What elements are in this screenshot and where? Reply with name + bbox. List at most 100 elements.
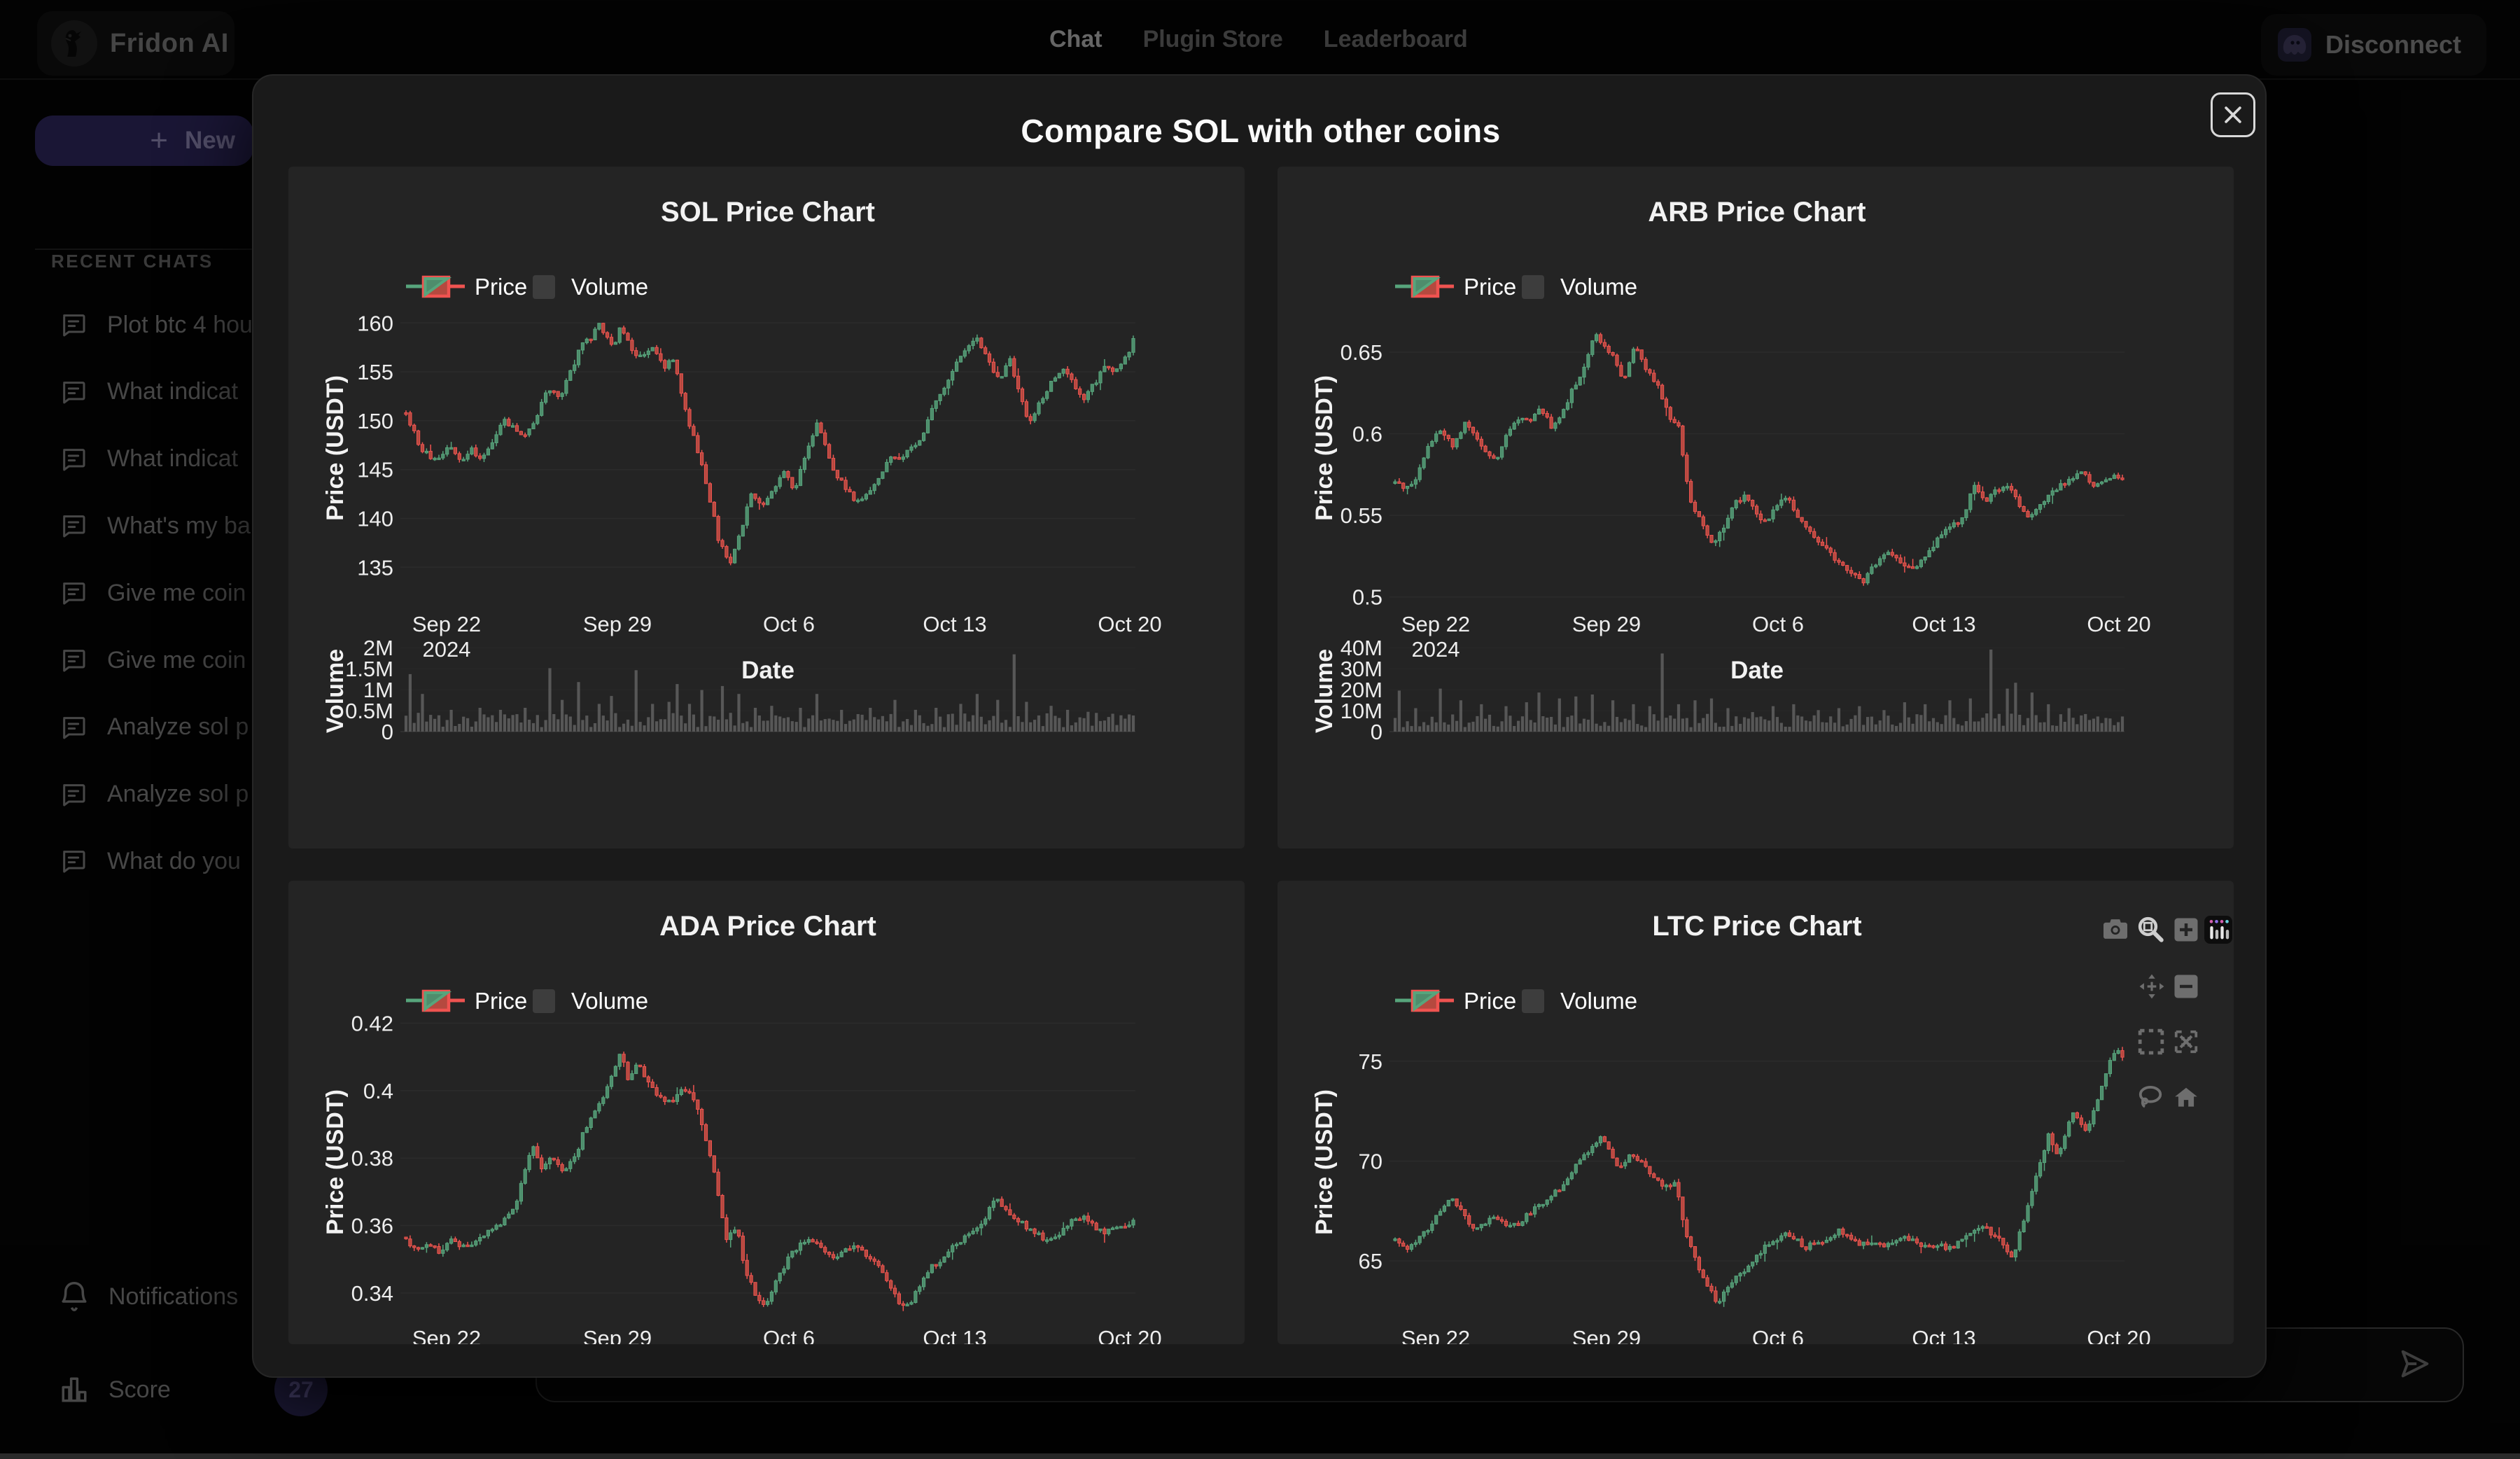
price-chart-arb: ARB Price Chart Price Volume 0.65 0.6 0.55 0.5… <box>1311 197 2151 744</box>
svg-text:Sep 22: Sep 22 <box>1401 1326 1470 1344</box>
legend-item-volume[interactable]: Volume <box>533 274 648 300</box>
svg-text:Price: Price <box>475 274 527 300</box>
svg-text:Price: Price <box>475 988 527 1014</box>
svg-text:140: 140 <box>357 507 393 531</box>
svg-text:0.42: 0.42 <box>351 1012 393 1036</box>
svg-text:0: 0 <box>382 720 393 744</box>
svg-text:Oct 20: Oct 20 <box>2087 612 2150 636</box>
svg-text:1M: 1M <box>363 678 393 702</box>
svg-text:Oct 13: Oct 13 <box>1912 1326 1975 1344</box>
svg-text:30M: 30M <box>1340 657 1382 681</box>
box-select-icon[interactable] <box>2138 1028 2164 1059</box>
svg-text:Volume: Volume <box>571 988 648 1014</box>
svg-text:Price: Price <box>1464 274 1516 300</box>
chart-panel-ada: ADA Price Chart Price Volume 0.42 0.4 0.38 0.3… <box>288 881 1245 1344</box>
svg-text:145: 145 <box>357 458 393 482</box>
svg-text:Oct 6: Oct 6 <box>763 612 815 636</box>
chart-title: SOL Price Chart <box>661 197 875 228</box>
svg-text:Oct 20: Oct 20 <box>1098 612 1161 636</box>
svg-text:160: 160 <box>357 311 393 335</box>
legend-item-volume[interactable]: Volume <box>1522 988 1637 1014</box>
svg-text:2024: 2024 <box>1412 637 1460 662</box>
svg-text:Sep 22: Sep 22 <box>412 612 481 636</box>
svg-text:65: 65 <box>1359 1249 1382 1273</box>
svg-text:Volume: Volume <box>1560 988 1637 1014</box>
svg-text:Sep 22: Sep 22 <box>412 1326 481 1344</box>
legend-item-price[interactable]: Price <box>1395 274 1516 300</box>
svg-text:Oct 6: Oct 6 <box>1752 612 1804 636</box>
legend-item-price[interactable]: Price <box>406 274 527 300</box>
close-icon <box>2225 106 2241 123</box>
plotly-logo-icon[interactable] <box>2204 916 2232 947</box>
lasso-icon[interactable] <box>2137 1084 2164 1115</box>
legend-item-price[interactable]: Price <box>406 988 527 1014</box>
chart-title: LTC Price Chart <box>1652 911 1861 942</box>
svg-text:0.6: 0.6 <box>1352 422 1382 447</box>
svg-text:Price (USDT): Price (USDT) <box>1311 1089 1338 1235</box>
chart-title: ADA Price Chart <box>659 911 876 942</box>
svg-text:0.4: 0.4 <box>363 1079 393 1103</box>
svg-text:Oct 6: Oct 6 <box>763 1326 815 1344</box>
svg-text:Oct 13: Oct 13 <box>923 612 986 636</box>
svg-text:Volume: Volume <box>322 649 349 733</box>
svg-text:Oct 6: Oct 6 <box>1752 1326 1804 1344</box>
svg-text:0.55: 0.55 <box>1340 503 1382 528</box>
svg-text:75: 75 <box>1359 1049 1382 1074</box>
autoscale-icon[interactable] <box>2173 1028 2199 1059</box>
svg-text:135: 135 <box>357 555 393 580</box>
reset-home-icon[interactable] <box>2173 1084 2199 1115</box>
svg-text:10M: 10M <box>1340 699 1382 723</box>
svg-text:Sep 22: Sep 22 <box>1401 612 1470 636</box>
chart-panel-arb: ARB Price Chart Price Volume 0.65 0.6 0.55 0.5… <box>1278 167 2234 849</box>
svg-text:40M: 40M <box>1340 636 1382 660</box>
svg-text:150: 150 <box>357 409 393 433</box>
svg-text:Price (USDT): Price (USDT) <box>322 375 349 521</box>
svg-text:Sep 29: Sep 29 <box>583 1326 652 1344</box>
compare-coins-modal: Compare SOL with other coins SOL Price C… <box>252 74 2267 1378</box>
svg-text:20M: 20M <box>1340 678 1382 702</box>
svg-text:0: 0 <box>1371 720 1382 744</box>
svg-text:Volume: Volume <box>1311 649 1338 733</box>
camera-icon[interactable] <box>2102 917 2129 944</box>
svg-text:0.5M: 0.5M <box>345 699 393 723</box>
svg-text:Oct 20: Oct 20 <box>2087 1326 2150 1344</box>
svg-text:Sep 29: Sep 29 <box>1572 612 1641 636</box>
svg-text:Price (USDT): Price (USDT) <box>322 1089 349 1235</box>
svg-text:0.38: 0.38 <box>351 1146 393 1171</box>
chart-panel-sol: SOL Price Chart Price Volume 160 155 150 145 14… <box>288 167 1245 849</box>
close-button[interactable] <box>2211 92 2255 137</box>
svg-text:Date: Date <box>741 657 794 684</box>
legend-item-price[interactable]: Price <box>1395 988 1516 1014</box>
svg-text:Price (USDT): Price (USDT) <box>1311 375 1338 521</box>
modal-title: Compare SOL with other coins <box>1021 113 1501 149</box>
svg-text:2024: 2024 <box>423 637 471 662</box>
svg-text:Oct 13: Oct 13 <box>923 1326 986 1344</box>
chart-panel-ltc: LTC Price ChartPriceVolume757065VolumeSe… <box>1278 881 2234 1344</box>
svg-text:70: 70 <box>1359 1149 1382 1173</box>
svg-text:0.65: 0.65 <box>1340 340 1382 365</box>
svg-text:2M: 2M <box>363 636 393 660</box>
price-chart-sol: SOL Price Chart Price Volume 160 155 150 145 14… <box>322 197 1162 744</box>
legend-item-volume[interactable]: Volume <box>533 988 648 1014</box>
svg-text:Sep 29: Sep 29 <box>583 612 652 636</box>
svg-text:1.5M: 1.5M <box>345 657 393 681</box>
svg-text:155: 155 <box>357 360 393 384</box>
zoom-in-icon[interactable] <box>2174 917 2199 946</box>
svg-text:Date: Date <box>1730 657 1784 684</box>
svg-text:Price: Price <box>1464 988 1516 1014</box>
pan-icon[interactable] <box>2138 973 2165 1003</box>
plotly-modebar <box>1278 881 2234 1344</box>
legend-item-volume[interactable]: Volume <box>1522 274 1637 300</box>
svg-text:Oct 20: Oct 20 <box>1098 1326 1161 1344</box>
chart-title: ARB Price Chart <box>1648 197 1865 228</box>
zoom-icon[interactable] <box>2136 914 2165 947</box>
svg-text:Oct 13: Oct 13 <box>1912 612 1975 636</box>
svg-text:Volume: Volume <box>1560 274 1637 300</box>
svg-text:0.34: 0.34 <box>351 1281 393 1306</box>
svg-text:Sep 29: Sep 29 <box>1572 1326 1641 1344</box>
price-chart-ltc: LTC Price ChartPriceVolume757065VolumeSe… <box>1311 911 2151 1344</box>
price-chart-ada: ADA Price Chart Price Volume 0.42 0.4 0.38 0.3… <box>322 911 1162 1344</box>
svg-text:0.36: 0.36 <box>351 1214 393 1238</box>
svg-text:Volume: Volume <box>571 274 648 300</box>
zoom-out-icon[interactable] <box>2174 974 2199 1003</box>
